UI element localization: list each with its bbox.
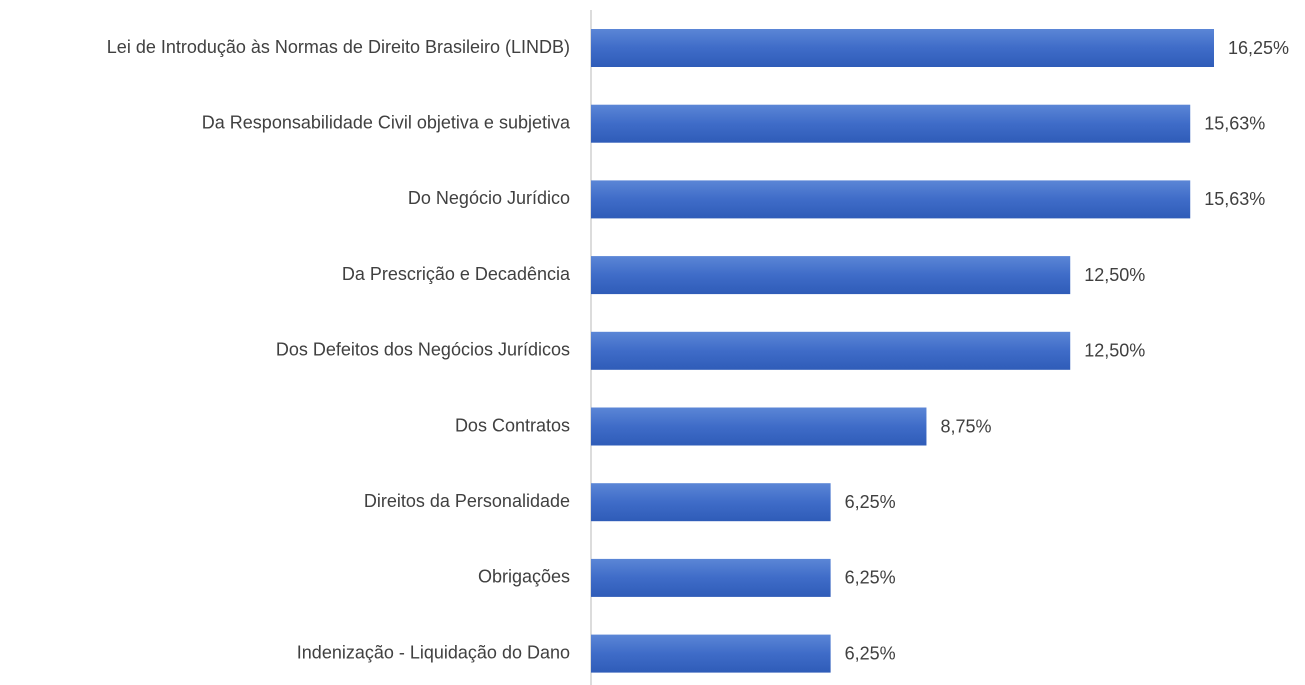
category-label: Lei de Introdução às Normas de Direito B… — [107, 37, 570, 57]
value-label: 6,25% — [845, 568, 896, 588]
bar — [591, 483, 831, 522]
bar — [591, 29, 1214, 67]
value-label: 6,25% — [845, 492, 896, 512]
value-label: 15,63% — [1204, 189, 1265, 209]
value-label: 6,25% — [845, 643, 896, 663]
category-label: Dos Defeitos dos Negócios Jurídicos — [276, 340, 570, 360]
bar — [591, 634, 831, 673]
category-label: Indenização - Liquidação do Dano — [297, 642, 570, 662]
value-label: 12,50% — [1084, 341, 1145, 361]
category-label: Obrigações — [478, 567, 570, 587]
bar — [591, 256, 1071, 295]
value-label: 16,25% — [1228, 38, 1289, 58]
value-label: 12,50% — [1084, 265, 1145, 285]
bar — [591, 180, 1191, 219]
bar — [591, 558, 831, 597]
value-label: 15,63% — [1204, 113, 1265, 133]
category-label: Do Negócio Jurídico — [408, 188, 570, 208]
bar — [591, 104, 1191, 143]
bar — [591, 331, 1071, 370]
bar — [591, 407, 927, 446]
category-label: Da Prescrição e Decadência — [342, 264, 571, 284]
value-label: 8,75% — [940, 416, 991, 436]
category-label: Direitos da Personalidade — [364, 491, 570, 511]
category-label: Da Responsabilidade Civil objetiva e sub… — [202, 112, 571, 132]
category-label: Dos Contratos — [455, 415, 570, 435]
